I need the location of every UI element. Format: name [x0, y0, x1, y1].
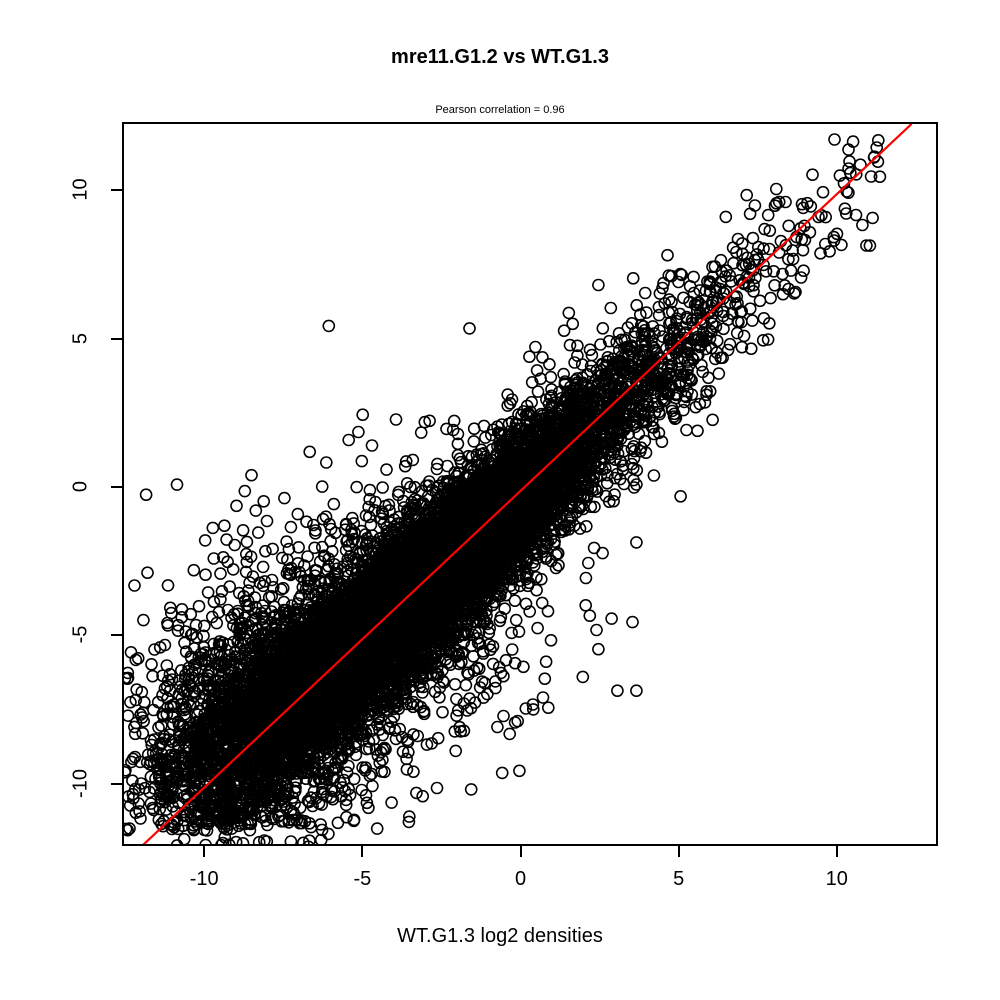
plot-panel: [122, 122, 938, 846]
y-tick-label: 10: [70, 160, 93, 220]
y-tick-label: -5: [70, 605, 93, 665]
x-tick-label: -5: [332, 868, 392, 891]
x-tick-mark: [520, 846, 522, 857]
y-tick-mark: [111, 634, 122, 636]
y-tick-label: 5: [70, 308, 93, 368]
x-tick-label: 0: [491, 868, 551, 891]
y-tick-mark: [111, 783, 122, 785]
x-axis-label: WT.G1.3 log2 densities: [0, 925, 1000, 948]
plot-canvas: [122, 122, 938, 846]
x-tick-label: -10: [174, 868, 234, 891]
x-tick-mark: [361, 846, 363, 857]
x-tick-label: 10: [807, 868, 867, 891]
page-title: mre11.G1.2 vs WT.G1.3: [0, 46, 1000, 69]
x-tick-mark: [678, 846, 680, 857]
y-tick-mark: [111, 486, 122, 488]
y-tick-mark: [111, 189, 122, 191]
y-tick-mark: [111, 338, 122, 340]
data-point-circles: [122, 134, 885, 846]
data-points-layer: [122, 134, 885, 846]
y-tick-label: 0: [70, 456, 93, 516]
y-tick-label: -10: [70, 753, 93, 813]
plot-subtitle: Pearson correlation = 0.96: [0, 104, 1000, 116]
x-tick-mark: [203, 846, 205, 857]
x-tick-mark: [836, 846, 838, 857]
x-tick-label: 5: [649, 868, 709, 891]
